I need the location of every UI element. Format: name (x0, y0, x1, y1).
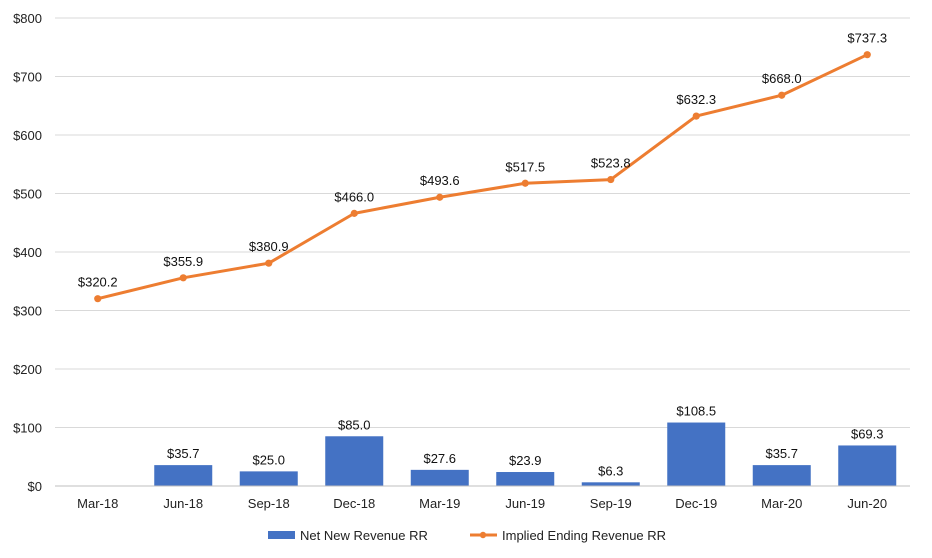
bar (581, 482, 640, 486)
legend-line-label: Implied Ending Revenue RR (502, 528, 666, 543)
line-data-label: $517.5 (505, 159, 545, 174)
y-tick-label: $400 (13, 245, 42, 260)
bar-data-label: $35.7 (167, 446, 200, 461)
y-tick-label: $100 (13, 421, 42, 436)
line-data-label: $380.9 (249, 239, 289, 254)
line-data-label: $493.6 (420, 173, 460, 188)
x-tick-label: Jun-18 (163, 496, 203, 511)
y-tick-label: $600 (13, 128, 42, 143)
bar-data-label: $6.3 (598, 463, 623, 478)
bar (496, 472, 555, 486)
x-tick-label: Mar-19 (419, 496, 460, 511)
x-axis: Mar-18 Jun-18 Sep-18 Dec-18 Mar-19 Jun-19 Sep-… (55, 485, 910, 511)
line-point (436, 193, 444, 201)
line-point (350, 209, 358, 217)
line-point (265, 259, 273, 267)
line-data-label: $355.9 (163, 254, 203, 269)
x-tick-label: Jun-20 (847, 496, 887, 511)
line-data-label: $632.3 (676, 92, 716, 107)
line-point (179, 274, 187, 282)
x-tick-label: Mar-18 (77, 496, 118, 511)
bar-series: $35.7 $25.0 $85.0 $27.6 $23.9 $6.3 $108.5 $35.7… (154, 404, 897, 486)
y-tick-label: $200 (13, 362, 42, 377)
y-axis: $0 $100 $200 $300 $400 $500 $600 $700 $800 (13, 11, 42, 494)
bar (752, 465, 811, 486)
y-tick-label: $500 (13, 187, 42, 202)
x-tick-label: Dec-19 (675, 496, 717, 511)
legend-bar-label: Net New Revenue RR (300, 528, 428, 543)
bar (410, 469, 469, 486)
line-data-label: $737.3 (847, 31, 887, 46)
bar (325, 436, 384, 486)
line-data-label: $668.0 (762, 71, 802, 86)
line-path (97, 53, 868, 301)
gridlines (55, 17, 910, 487)
line-point (607, 175, 615, 184)
bar (838, 445, 897, 486)
bar (667, 422, 726, 486)
bar-data-label: $25.0 (252, 452, 285, 467)
line-data-label: $320.2 (78, 275, 118, 290)
legend-line-marker (479, 531, 487, 539)
bar-data-label: $85.0 (338, 417, 371, 432)
line-data-label: $523.8 (591, 156, 631, 171)
bar (239, 471, 298, 486)
x-tick-label: Dec-18 (333, 496, 375, 511)
legend: Net New Revenue RR Implied Ending Revenu… (268, 528, 666, 543)
x-tick-label: Mar-20 (761, 496, 802, 511)
x-tick-label: Jun-19 (505, 496, 545, 511)
bar-data-label: $27.6 (423, 451, 456, 466)
bar-data-label: $69.3 (851, 426, 884, 441)
x-tick-label: Sep-18 (248, 496, 290, 511)
y-tick-label: $0 (28, 479, 42, 494)
legend-bar-swatch (268, 531, 295, 539)
line-point (521, 179, 529, 187)
line-series: $320.2 $355.9 $380.9 $466.0 $493.6 $517.5 $523… (78, 31, 887, 303)
bar-data-label: $108.5 (676, 404, 716, 419)
y-tick-label: $700 (13, 70, 42, 85)
x-tick-label: Sep-19 (590, 496, 632, 511)
bar-data-label: $35.7 (765, 446, 798, 461)
bar-data-label: $23.9 (509, 453, 542, 468)
line-data-label: $466.0 (334, 189, 374, 204)
y-tick-label: $300 (13, 304, 42, 319)
line-point (778, 91, 786, 99)
line-point (692, 112, 700, 120)
line-point (94, 295, 102, 303)
line-point (863, 51, 871, 59)
bar (154, 465, 213, 486)
y-tick-label: $800 (13, 11, 42, 26)
